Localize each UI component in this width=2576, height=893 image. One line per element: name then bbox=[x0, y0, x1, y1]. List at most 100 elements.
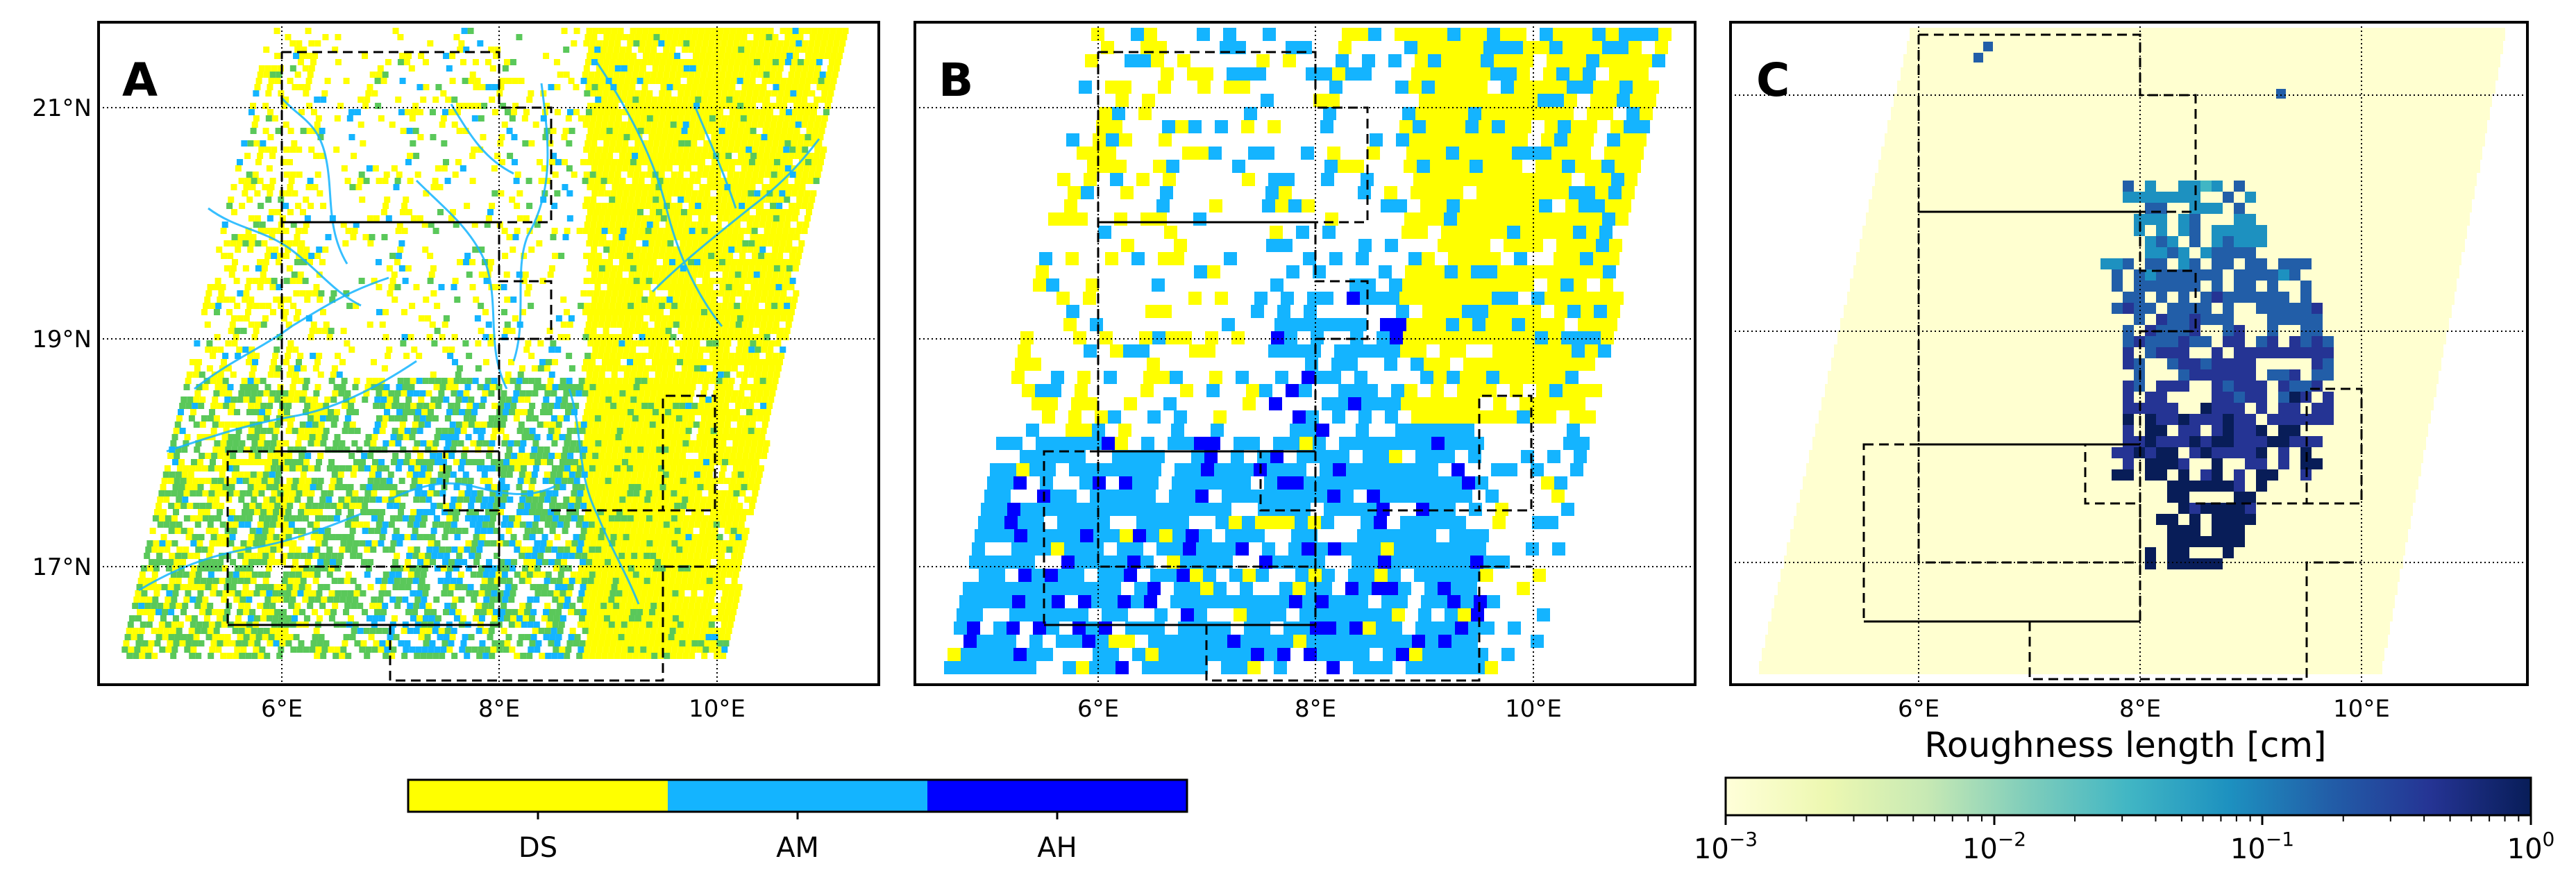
ds-pixel bbox=[671, 409, 678, 415]
vegetation-pixel bbox=[206, 340, 213, 347]
vegetation-pixel bbox=[285, 459, 292, 465]
ds-pixel bbox=[283, 97, 289, 103]
ds-pixel bbox=[590, 328, 597, 334]
vegetation-pixel bbox=[397, 59, 404, 65]
ds-pixel bbox=[409, 115, 416, 122]
ds-pixel bbox=[755, 28, 761, 34]
ds-pixel bbox=[615, 303, 622, 309]
ds-pixel bbox=[392, 28, 399, 34]
ds-pixel bbox=[764, 440, 771, 446]
ds-pixel bbox=[741, 403, 748, 409]
ds-pixel bbox=[632, 359, 639, 365]
vegetation-pixel bbox=[173, 509, 180, 515]
ds-pixel bbox=[624, 609, 631, 615]
ds-pixel bbox=[494, 578, 500, 584]
ds-pixel bbox=[732, 415, 739, 422]
vegetation-pixel bbox=[337, 553, 344, 559]
ds-pixel bbox=[741, 190, 748, 197]
ds-pixel bbox=[707, 465, 714, 471]
ds-pixel bbox=[680, 240, 687, 247]
ds-pixel bbox=[734, 328, 741, 334]
ds-pixel bbox=[731, 259, 738, 265]
ds-pixel bbox=[249, 184, 256, 190]
ds-pixel bbox=[203, 434, 210, 440]
vegetation-pixel bbox=[650, 553, 657, 559]
vegetation-pixel bbox=[343, 503, 350, 509]
ds-pixel bbox=[732, 571, 739, 578]
ds-pixel bbox=[721, 621, 727, 628]
ds-pixel bbox=[367, 240, 374, 247]
ds-pixel bbox=[609, 459, 616, 465]
ds-pixel bbox=[586, 453, 593, 459]
ds-pixel bbox=[655, 347, 662, 353]
ds-pixel bbox=[622, 247, 629, 253]
ds-pixel bbox=[376, 178, 382, 184]
vegetation-pixel bbox=[410, 428, 417, 434]
ds-pixel bbox=[611, 159, 618, 165]
vegetation-pixel bbox=[295, 359, 302, 365]
ds-pixel bbox=[217, 534, 224, 540]
ds-pixel bbox=[750, 47, 757, 53]
ds-pixel bbox=[196, 515, 203, 521]
vegetation-pixel bbox=[579, 534, 586, 540]
ds-pixel bbox=[625, 284, 632, 290]
ds-pixel bbox=[641, 59, 648, 65]
ds-pixel bbox=[212, 446, 219, 453]
ds-pixel bbox=[287, 422, 294, 428]
ds-pixel bbox=[625, 153, 632, 159]
vegetation-pixel bbox=[275, 471, 282, 478]
ds-pixel bbox=[657, 72, 664, 78]
ds-pixel bbox=[612, 634, 618, 640]
ds-pixel bbox=[700, 471, 707, 478]
ds-pixel bbox=[746, 65, 752, 72]
vegetation-pixel bbox=[234, 328, 241, 334]
vegetation-pixel bbox=[562, 528, 569, 534]
ds-pixel bbox=[644, 603, 651, 609]
ds-pixel bbox=[616, 84, 623, 90]
ds-pixel bbox=[723, 478, 730, 484]
ds-pixel bbox=[720, 334, 727, 340]
ds-pixel bbox=[742, 28, 749, 34]
ds-pixel bbox=[616, 109, 623, 115]
vegetation-pixel bbox=[276, 72, 283, 78]
ds-pixel bbox=[706, 128, 713, 134]
vegetation-pixel bbox=[530, 478, 537, 484]
ds-pixel bbox=[745, 203, 752, 209]
ds-pixel bbox=[624, 528, 631, 534]
vegetation-pixel bbox=[758, 253, 765, 259]
ds-pixel bbox=[709, 222, 716, 228]
ds-pixel bbox=[623, 322, 630, 328]
ds-pixel bbox=[673, 509, 680, 515]
vegetation-pixel bbox=[592, 453, 599, 459]
vegetation-pixel bbox=[369, 234, 376, 240]
vegetation-pixel bbox=[467, 478, 474, 484]
ds-pixel bbox=[743, 397, 750, 403]
ds-pixel bbox=[759, 165, 766, 172]
ds-pixel bbox=[314, 440, 321, 446]
ds-pixel bbox=[650, 390, 657, 397]
ds-pixel bbox=[667, 478, 674, 484]
ds-pixel bbox=[269, 284, 276, 290]
ds-pixel bbox=[664, 97, 671, 103]
ds-pixel bbox=[720, 653, 727, 659]
ds-pixel bbox=[322, 247, 329, 253]
ds-pixel bbox=[555, 453, 562, 459]
ds-pixel bbox=[618, 471, 625, 478]
ds-pixel bbox=[280, 503, 287, 509]
ds-pixel bbox=[805, 78, 812, 84]
ds-pixel bbox=[765, 90, 772, 97]
ds-pixel bbox=[693, 578, 700, 584]
ds-pixel bbox=[715, 409, 722, 415]
ds-pixel bbox=[683, 596, 690, 603]
ds-pixel bbox=[369, 72, 376, 78]
vegetation-pixel bbox=[789, 147, 796, 153]
vegetation-pixel bbox=[300, 259, 307, 265]
ds-pixel bbox=[743, 53, 750, 59]
ds-pixel bbox=[587, 634, 594, 640]
ds-pixel bbox=[586, 584, 593, 590]
ds-pixel bbox=[708, 40, 715, 47]
ds-pixel bbox=[796, 222, 803, 228]
ds-pixel bbox=[440, 115, 447, 122]
ds-pixel bbox=[634, 197, 641, 203]
ds-pixel bbox=[755, 265, 761, 272]
